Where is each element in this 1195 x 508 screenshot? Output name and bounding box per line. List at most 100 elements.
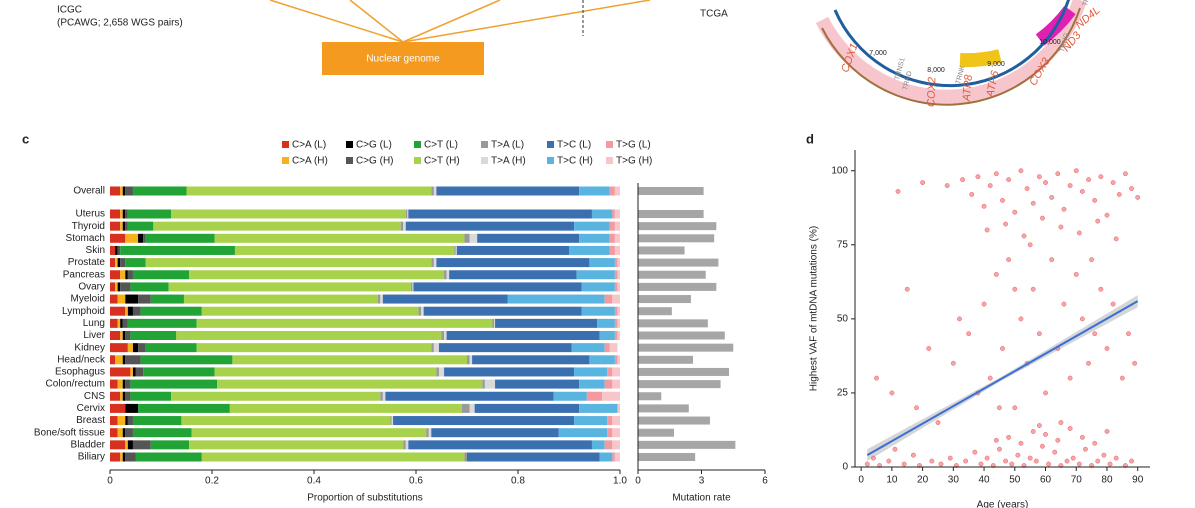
point: [981, 301, 987, 307]
bar-segment: [127, 416, 133, 426]
bar-segment: [110, 318, 118, 328]
point: [1006, 434, 1012, 440]
legend-label: T>C (L): [557, 140, 591, 151]
bar-segment: [410, 282, 413, 292]
bar-segment: [607, 367, 613, 377]
point: [1067, 426, 1073, 431]
category-label: Bladder: [71, 439, 106, 450]
bar-segment: [591, 440, 605, 450]
gene-label: ATP8: [961, 73, 975, 103]
point: [1018, 168, 1024, 174]
y-tick-label: 50: [837, 314, 849, 325]
bar: [638, 295, 691, 304]
bar-segment: [431, 186, 434, 196]
legend-label: T>G (L): [616, 140, 651, 151]
bar-segment: [469, 403, 475, 413]
category-label: Skin: [86, 245, 105, 256]
point: [1012, 286, 1018, 292]
bar: [638, 416, 710, 425]
x-tick-label: 10: [886, 475, 898, 486]
x-tick-label: 0.2: [205, 476, 219, 487]
bar-segment: [482, 379, 485, 389]
bar-segment: [125, 331, 131, 340]
bar-segment: [125, 416, 128, 426]
bar-segment: [122, 209, 126, 219]
bar-segment: [581, 282, 615, 292]
position-label: 10,000: [1039, 39, 1061, 46]
bar-segment: [464, 233, 470, 243]
bar-segment: [614, 318, 618, 328]
bar-segment: [110, 452, 121, 462]
point: [889, 390, 895, 396]
bar-segment: [125, 258, 146, 268]
panel-label: d: [806, 131, 814, 146]
bar: [638, 319, 708, 328]
bar-segment: [189, 270, 445, 280]
bar-segment: [403, 440, 406, 450]
bar-segment: [110, 416, 118, 426]
point: [1067, 375, 1073, 381]
point: [1129, 186, 1135, 191]
bar-segment: [444, 367, 575, 377]
genome-ring: [815, 0, 1087, 104]
bar-segment: [115, 245, 118, 255]
legend-label: T>C (H): [557, 156, 593, 167]
category-label: Cervix: [77, 403, 105, 414]
bar-segment: [579, 233, 610, 243]
bar-segment: [382, 391, 386, 401]
bar-segment: [477, 233, 580, 243]
bar-segment: [607, 416, 613, 426]
point: [1012, 209, 1018, 215]
bar-segment: [405, 221, 575, 231]
bar-segment: [125, 270, 128, 280]
bar-segment: [132, 343, 139, 353]
point: [1055, 171, 1061, 177]
point: [984, 455, 990, 461]
bar-segment: [599, 331, 615, 340]
legend-swatch: [282, 157, 289, 164]
bar: [638, 440, 736, 449]
bar-segment: [474, 403, 580, 413]
bar-segment: [569, 245, 610, 255]
x-tick-label: 6: [762, 476, 768, 487]
bar-segment: [407, 209, 409, 219]
bar-segment: [469, 233, 478, 243]
point: [1079, 434, 1085, 440]
bar-segment: [444, 270, 447, 280]
box-label: Nuclear genome: [366, 54, 440, 65]
bar-segment: [602, 391, 620, 401]
bar-segment: [446, 270, 450, 280]
bar-segment: [125, 428, 133, 438]
bar: [638, 246, 685, 255]
bar-segment: [438, 343, 572, 353]
bar-segment: [617, 331, 620, 340]
point: [963, 458, 969, 464]
bar-segment: [614, 245, 620, 255]
trna-label: TRNK: [955, 64, 967, 85]
bar-segment: [433, 343, 439, 353]
bar-segment: [408, 440, 592, 450]
point: [1033, 458, 1039, 464]
bar-segment: [423, 306, 582, 316]
bar-segment: [405, 209, 408, 219]
point: [984, 227, 990, 233]
bar-segment: [461, 403, 470, 413]
point: [904, 286, 910, 292]
x-tick-label: 0: [858, 475, 864, 486]
bar-segment: [127, 209, 172, 219]
legend-swatch: [414, 141, 421, 148]
bar-segment: [612, 416, 620, 426]
trend-line: [866, 300, 1139, 457]
bar-segment: [579, 403, 618, 413]
bar-segment: [135, 367, 144, 377]
bar-segment: [614, 331, 618, 340]
bar-segment: [612, 440, 620, 450]
bar-segment: [140, 306, 202, 316]
bar-segment: [377, 294, 381, 304]
legend-label: C>T (H): [424, 156, 460, 167]
bar-segment: [234, 245, 455, 255]
bar-segment: [138, 343, 146, 353]
bar-segment: [196, 318, 493, 328]
bar-segment: [110, 233, 126, 243]
point: [1012, 405, 1018, 411]
